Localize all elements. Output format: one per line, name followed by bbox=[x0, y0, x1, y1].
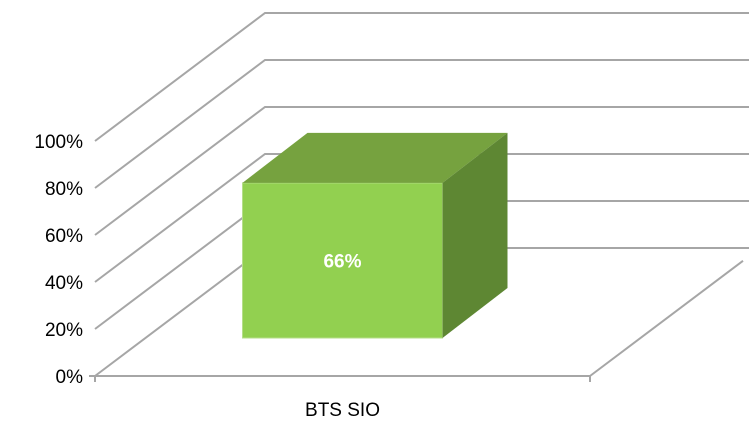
bar-top-0 bbox=[242, 132, 508, 183]
gridline-5 bbox=[94, 12, 749, 142]
y-tick-label-3: 60% bbox=[45, 226, 83, 247]
axes bbox=[89, 260, 744, 382]
data-label-0: 66% bbox=[323, 251, 361, 272]
gridline-3 bbox=[94, 106, 749, 236]
y-tick-label-0: 0% bbox=[56, 367, 84, 388]
floor-right-edge bbox=[589, 260, 744, 377]
bar-front-0 bbox=[242, 182, 443, 339]
gridline-2 bbox=[94, 153, 749, 283]
gridline-4 bbox=[94, 59, 749, 189]
y-tick-label-2: 40% bbox=[45, 273, 83, 294]
y-tick-label-1: 20% bbox=[45, 320, 83, 341]
x-tick-label-0: BTS SIO bbox=[305, 400, 380, 421]
y-tick-label-5: 100% bbox=[34, 132, 83, 153]
y-tick-labels: 0% 20% 40% 60% 80% 100% bbox=[34, 132, 83, 388]
labels: 66% BTS SIO bbox=[305, 251, 380, 421]
bars bbox=[242, 132, 508, 339]
y-tick-label-4: 80% bbox=[45, 179, 83, 200]
gridlines bbox=[94, 12, 749, 377]
bar-side-0 bbox=[442, 132, 508, 338]
